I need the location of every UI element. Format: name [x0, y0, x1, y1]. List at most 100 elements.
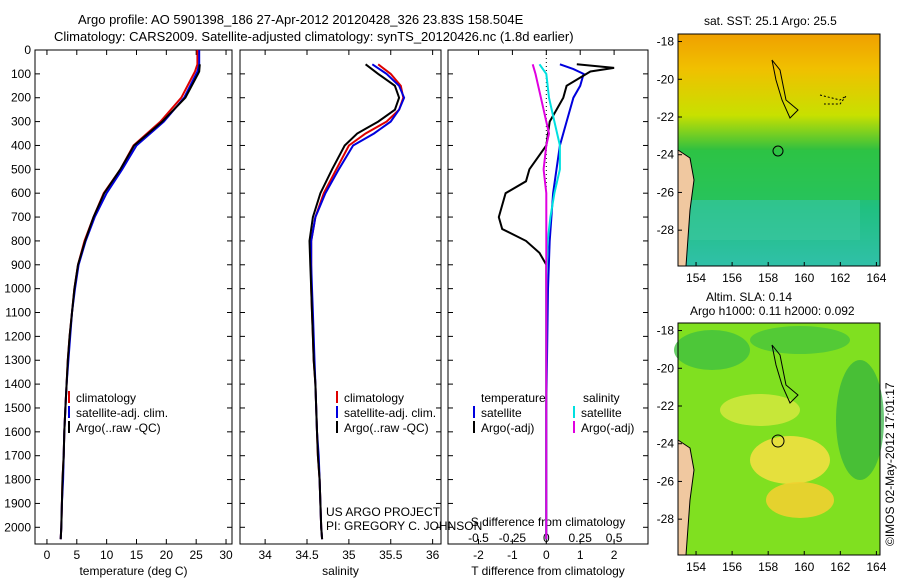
series-line-temperature-satellite — [545, 63, 585, 540]
sst-band — [690, 200, 860, 240]
map-x-tick-label: 164 — [866, 560, 886, 574]
map-y-tick-label: -18 — [657, 35, 675, 49]
map-x-tick-label: 154 — [686, 560, 706, 574]
y-tick-label: 800 — [11, 234, 31, 248]
series-line-salinity-satellite — [538, 63, 561, 540]
sla-map-frame — [677, 322, 881, 556]
sla-high — [766, 482, 834, 518]
coast-islands — [819, 94, 847, 105]
legend-swatch-satellite — [68, 406, 70, 418]
y-tick-label: 1900 — [4, 496, 31, 510]
legend-swatch-t-argo — [473, 421, 475, 433]
x-tick-label: 30 — [219, 548, 233, 562]
sst-map-title: sat. SST: 25.1 Argo: 25.5 — [704, 14, 837, 28]
legend-label: Argo(..raw -QC) — [76, 421, 161, 435]
y-tick-label: 1600 — [4, 425, 31, 439]
temperature-panel: 0100200300400500600700800900100011001200… — [4, 43, 233, 578]
sla-high — [750, 436, 830, 484]
y-tick-label: 700 — [11, 210, 31, 224]
map-x-tick-label: 160 — [794, 271, 814, 285]
y-tick-label: 1500 — [4, 401, 31, 415]
y-tick-label: 0 — [24, 43, 31, 57]
map-y-tick-label: -20 — [657, 361, 675, 375]
legend-swatch-climatology — [336, 391, 338, 403]
x-tick-label: 25 — [190, 548, 204, 562]
map-x-tick-label: 158 — [758, 271, 778, 285]
legend-swatch-climatology — [68, 391, 70, 403]
x-axis-label: T difference from climatology — [471, 564, 625, 578]
x-tick-label: 34.5 — [295, 548, 319, 562]
map-x-tick-label: 156 — [722, 271, 742, 285]
map-y-tick-label: -22 — [657, 399, 675, 413]
map-x-tick-label: 164 — [866, 271, 886, 285]
y-tick-label: 1700 — [4, 449, 31, 463]
map-y-tick-label: -20 — [657, 72, 675, 86]
salinity-legend: climatology satellite-adj. clim. Argo(..… — [336, 391, 436, 435]
sst-band — [678, 150, 880, 200]
map-y-tick-label: -24 — [657, 148, 675, 162]
x2-tick-label: 0.5 — [606, 531, 623, 545]
map-x-tick-label: 158 — [758, 560, 778, 574]
plot-frame — [34, 49, 233, 545]
x-tick-label: 20 — [160, 548, 174, 562]
map-x-tick-label: 156 — [722, 560, 742, 574]
sla-low — [674, 330, 750, 370]
map-y-tick-label: -18 — [657, 324, 675, 338]
series-line-satellite-adj-clim — [310, 63, 406, 540]
legend-swatch-s-argo — [573, 421, 575, 433]
legend-label: satellite-adj. clim. — [344, 406, 436, 420]
salinity-panel: 34 34.5 35 35.5 36 salinity — [239, 49, 442, 578]
legend-label: satellite — [581, 406, 622, 420]
y-tick-label: 1200 — [4, 329, 31, 343]
legend-swatch-s-satellite — [573, 406, 575, 418]
legend-swatch-argo — [336, 421, 338, 433]
x-tick-label: 36 — [426, 548, 440, 562]
map-y-tick-label: -24 — [657, 437, 675, 451]
sla-high — [720, 394, 800, 426]
legend-swatch-argo — [68, 421, 70, 433]
y-tick-label: 1400 — [4, 377, 31, 391]
plot-frame — [239, 49, 442, 545]
x-tick-label: 2 — [611, 548, 618, 562]
credit-line-1: US ARGO PROJECT — [326, 505, 441, 519]
map-x-tick-label: 162 — [830, 271, 850, 285]
legend-swatch-t-satellite — [473, 406, 475, 418]
credit-line-2: PI: GREGORY C. JOHNSON — [326, 519, 482, 533]
legend-label: satellite-adj. clim. — [76, 406, 168, 420]
x-tick-label: 35 — [342, 548, 356, 562]
legend-swatch-satellite — [336, 406, 338, 418]
y-tick-label: 1800 — [4, 473, 31, 487]
coast-new-caledonia — [771, 344, 799, 404]
sla-low — [750, 326, 850, 354]
x-tick-label: -1 — [507, 548, 518, 562]
header-line-1: Argo profile: AO 5901398_186 27-Apr-2012… — [78, 12, 524, 27]
series-line-satellite-adj-clim — [59, 50, 201, 540]
map-y-tick-label: -26 — [657, 185, 675, 199]
sst-map: sat. SST: 25.1 Argo: 25.5 154 156 158 160 16… — [657, 14, 887, 285]
legend-title-temperature: temperature — [481, 391, 546, 405]
sst-map-frame — [677, 33, 881, 267]
legend-label: satellite — [481, 406, 522, 420]
y-tick-label: 100 — [11, 67, 31, 81]
x-tick-label: 5 — [73, 548, 80, 562]
legend-label: Argo(-adj) — [581, 421, 634, 435]
y-tick-label: 2000 — [4, 520, 31, 534]
difference-legend: temperature satellite Argo(-adj) salinit… — [473, 391, 634, 435]
legend-label: Argo(-adj) — [481, 421, 534, 435]
header-line-2: Climatology: CARS2009. Satellite-adjuste… — [54, 29, 574, 44]
x-tick-label: 0 — [543, 548, 550, 562]
sla-low — [836, 360, 884, 480]
y-tick-label: 900 — [11, 258, 31, 272]
x2-tick-label: 0.25 — [569, 531, 593, 545]
map-x-tick-label: 160 — [794, 560, 814, 574]
x-axis-label: salinity — [322, 564, 359, 578]
legend-label: Argo(..raw -QC) — [344, 421, 429, 435]
x2-tick-label: -0.25 — [499, 531, 527, 545]
temperature-legend: climatology satellite-adj. clim. Argo(..… — [68, 391, 168, 435]
y-tick-label: 1000 — [4, 282, 31, 296]
legend-label: climatology — [344, 391, 404, 405]
plot-frame — [447, 49, 649, 545]
y-tick-label: 500 — [11, 162, 31, 176]
legend-title-salinity: salinity — [583, 391, 620, 405]
